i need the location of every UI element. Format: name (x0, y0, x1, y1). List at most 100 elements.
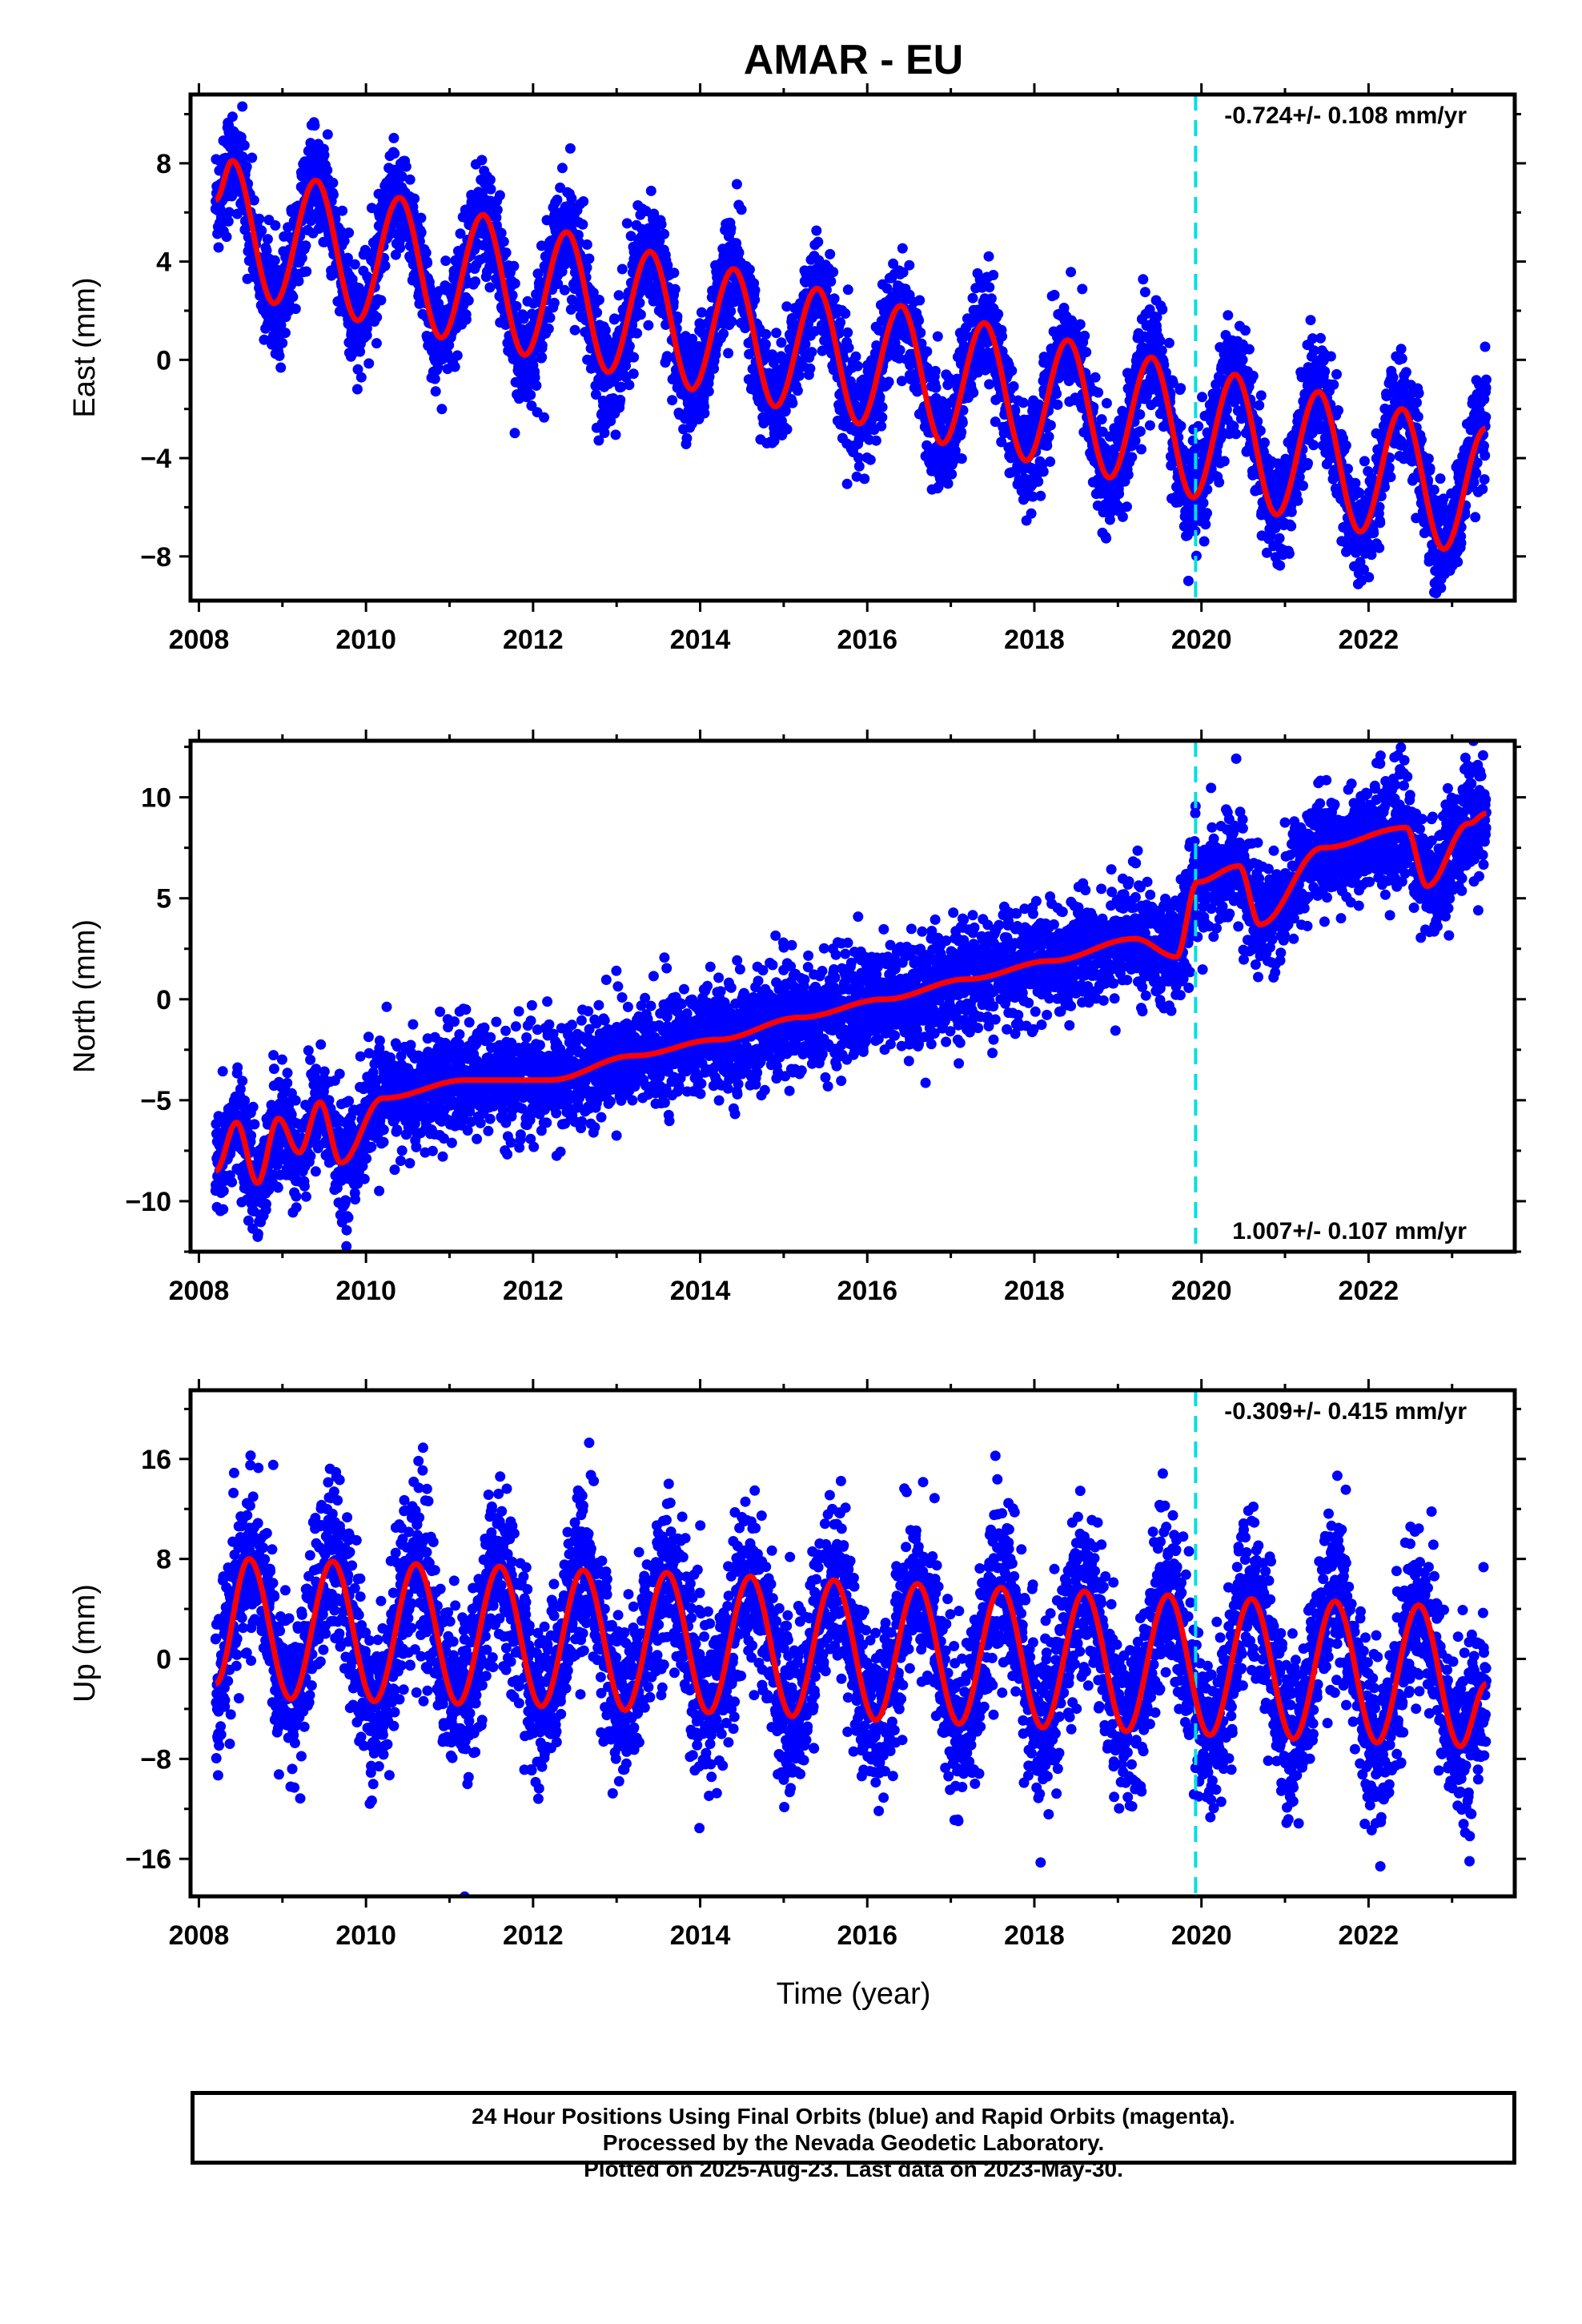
data-point (270, 220, 281, 231)
data-point (261, 245, 272, 256)
data-point (301, 266, 312, 277)
data-point (227, 111, 238, 123)
data-point (484, 175, 496, 185)
data-point (213, 242, 224, 253)
data-point (1305, 315, 1316, 326)
data-point (792, 385, 803, 396)
data-point (1214, 476, 1225, 488)
data-point (507, 290, 518, 301)
data-point (874, 392, 885, 403)
data-point (1231, 428, 1242, 440)
data-point (355, 372, 367, 383)
data-point (566, 294, 577, 305)
data-point (624, 340, 635, 352)
data-point (1333, 405, 1343, 416)
data-point (914, 295, 926, 306)
data-point (422, 257, 433, 268)
data-point (241, 161, 252, 172)
data-point (559, 284, 570, 296)
data-point (1255, 425, 1266, 436)
data-point (840, 308, 851, 319)
data-point (1198, 497, 1209, 509)
data-point (825, 248, 836, 259)
data-point (942, 478, 954, 489)
data-point (853, 460, 865, 472)
data-point (1074, 319, 1086, 330)
data-point (1199, 536, 1210, 547)
data-point (296, 252, 307, 263)
data-point (930, 382, 942, 393)
data-point (1079, 330, 1090, 341)
data-point (1096, 414, 1107, 425)
data-point (287, 292, 299, 303)
data-point (1126, 452, 1138, 463)
data-point (1182, 575, 1194, 586)
data-point (1200, 519, 1211, 530)
data-point (444, 340, 455, 351)
data-point (1175, 383, 1186, 394)
data-point (319, 236, 330, 247)
data-point (681, 432, 693, 444)
data-point (835, 317, 846, 328)
data-point (593, 295, 604, 305)
data-point (648, 208, 660, 219)
data-point (699, 408, 710, 419)
data-point (1157, 304, 1168, 315)
data-point (932, 331, 943, 342)
data-point (1292, 495, 1303, 506)
data-point (1197, 392, 1207, 403)
data-point (1286, 521, 1297, 532)
data-point (322, 129, 333, 140)
data-point (841, 478, 853, 489)
data-point (921, 346, 933, 357)
data-point (531, 380, 542, 391)
data-point (529, 372, 540, 383)
data-point (532, 268, 544, 279)
data-point (1154, 336, 1166, 346)
data-point (355, 346, 366, 357)
data-point (610, 429, 621, 440)
data-point (1331, 368, 1342, 380)
data-point (1303, 458, 1313, 468)
data-point (1052, 399, 1063, 410)
data-point (793, 370, 805, 381)
data-point (511, 300, 522, 312)
data-point (388, 132, 400, 143)
data-point (1298, 480, 1308, 491)
data-point (628, 352, 640, 363)
data-point (703, 386, 714, 397)
data-point (1325, 351, 1336, 362)
data-point (749, 294, 761, 305)
data-point (1319, 366, 1331, 377)
data-point (1134, 409, 1146, 420)
data-point (409, 193, 420, 204)
data-point (865, 454, 876, 465)
data-point (1117, 511, 1128, 522)
data-point (621, 218, 632, 229)
data-point (1101, 398, 1112, 408)
data-point (718, 328, 729, 340)
data-point (997, 331, 1008, 342)
data-point (1066, 267, 1077, 278)
data-point (1033, 476, 1044, 487)
data-point (584, 253, 595, 264)
data-point (239, 140, 250, 151)
data-point (509, 278, 520, 289)
data-point (564, 143, 576, 154)
data-point (883, 376, 894, 388)
data-point (761, 328, 772, 340)
data-point (420, 247, 432, 259)
data-point (590, 389, 601, 400)
data-point (930, 365, 941, 376)
figure-title: AMAR - EU (744, 37, 963, 83)
data-point (725, 306, 737, 317)
data-point (572, 230, 584, 240)
data-point (894, 344, 905, 356)
data-point (859, 473, 870, 485)
data-point (870, 435, 881, 446)
data-point (877, 412, 888, 423)
data-point (536, 340, 548, 351)
data-point (624, 380, 635, 391)
data-point (736, 204, 747, 215)
data-point (1139, 287, 1150, 298)
